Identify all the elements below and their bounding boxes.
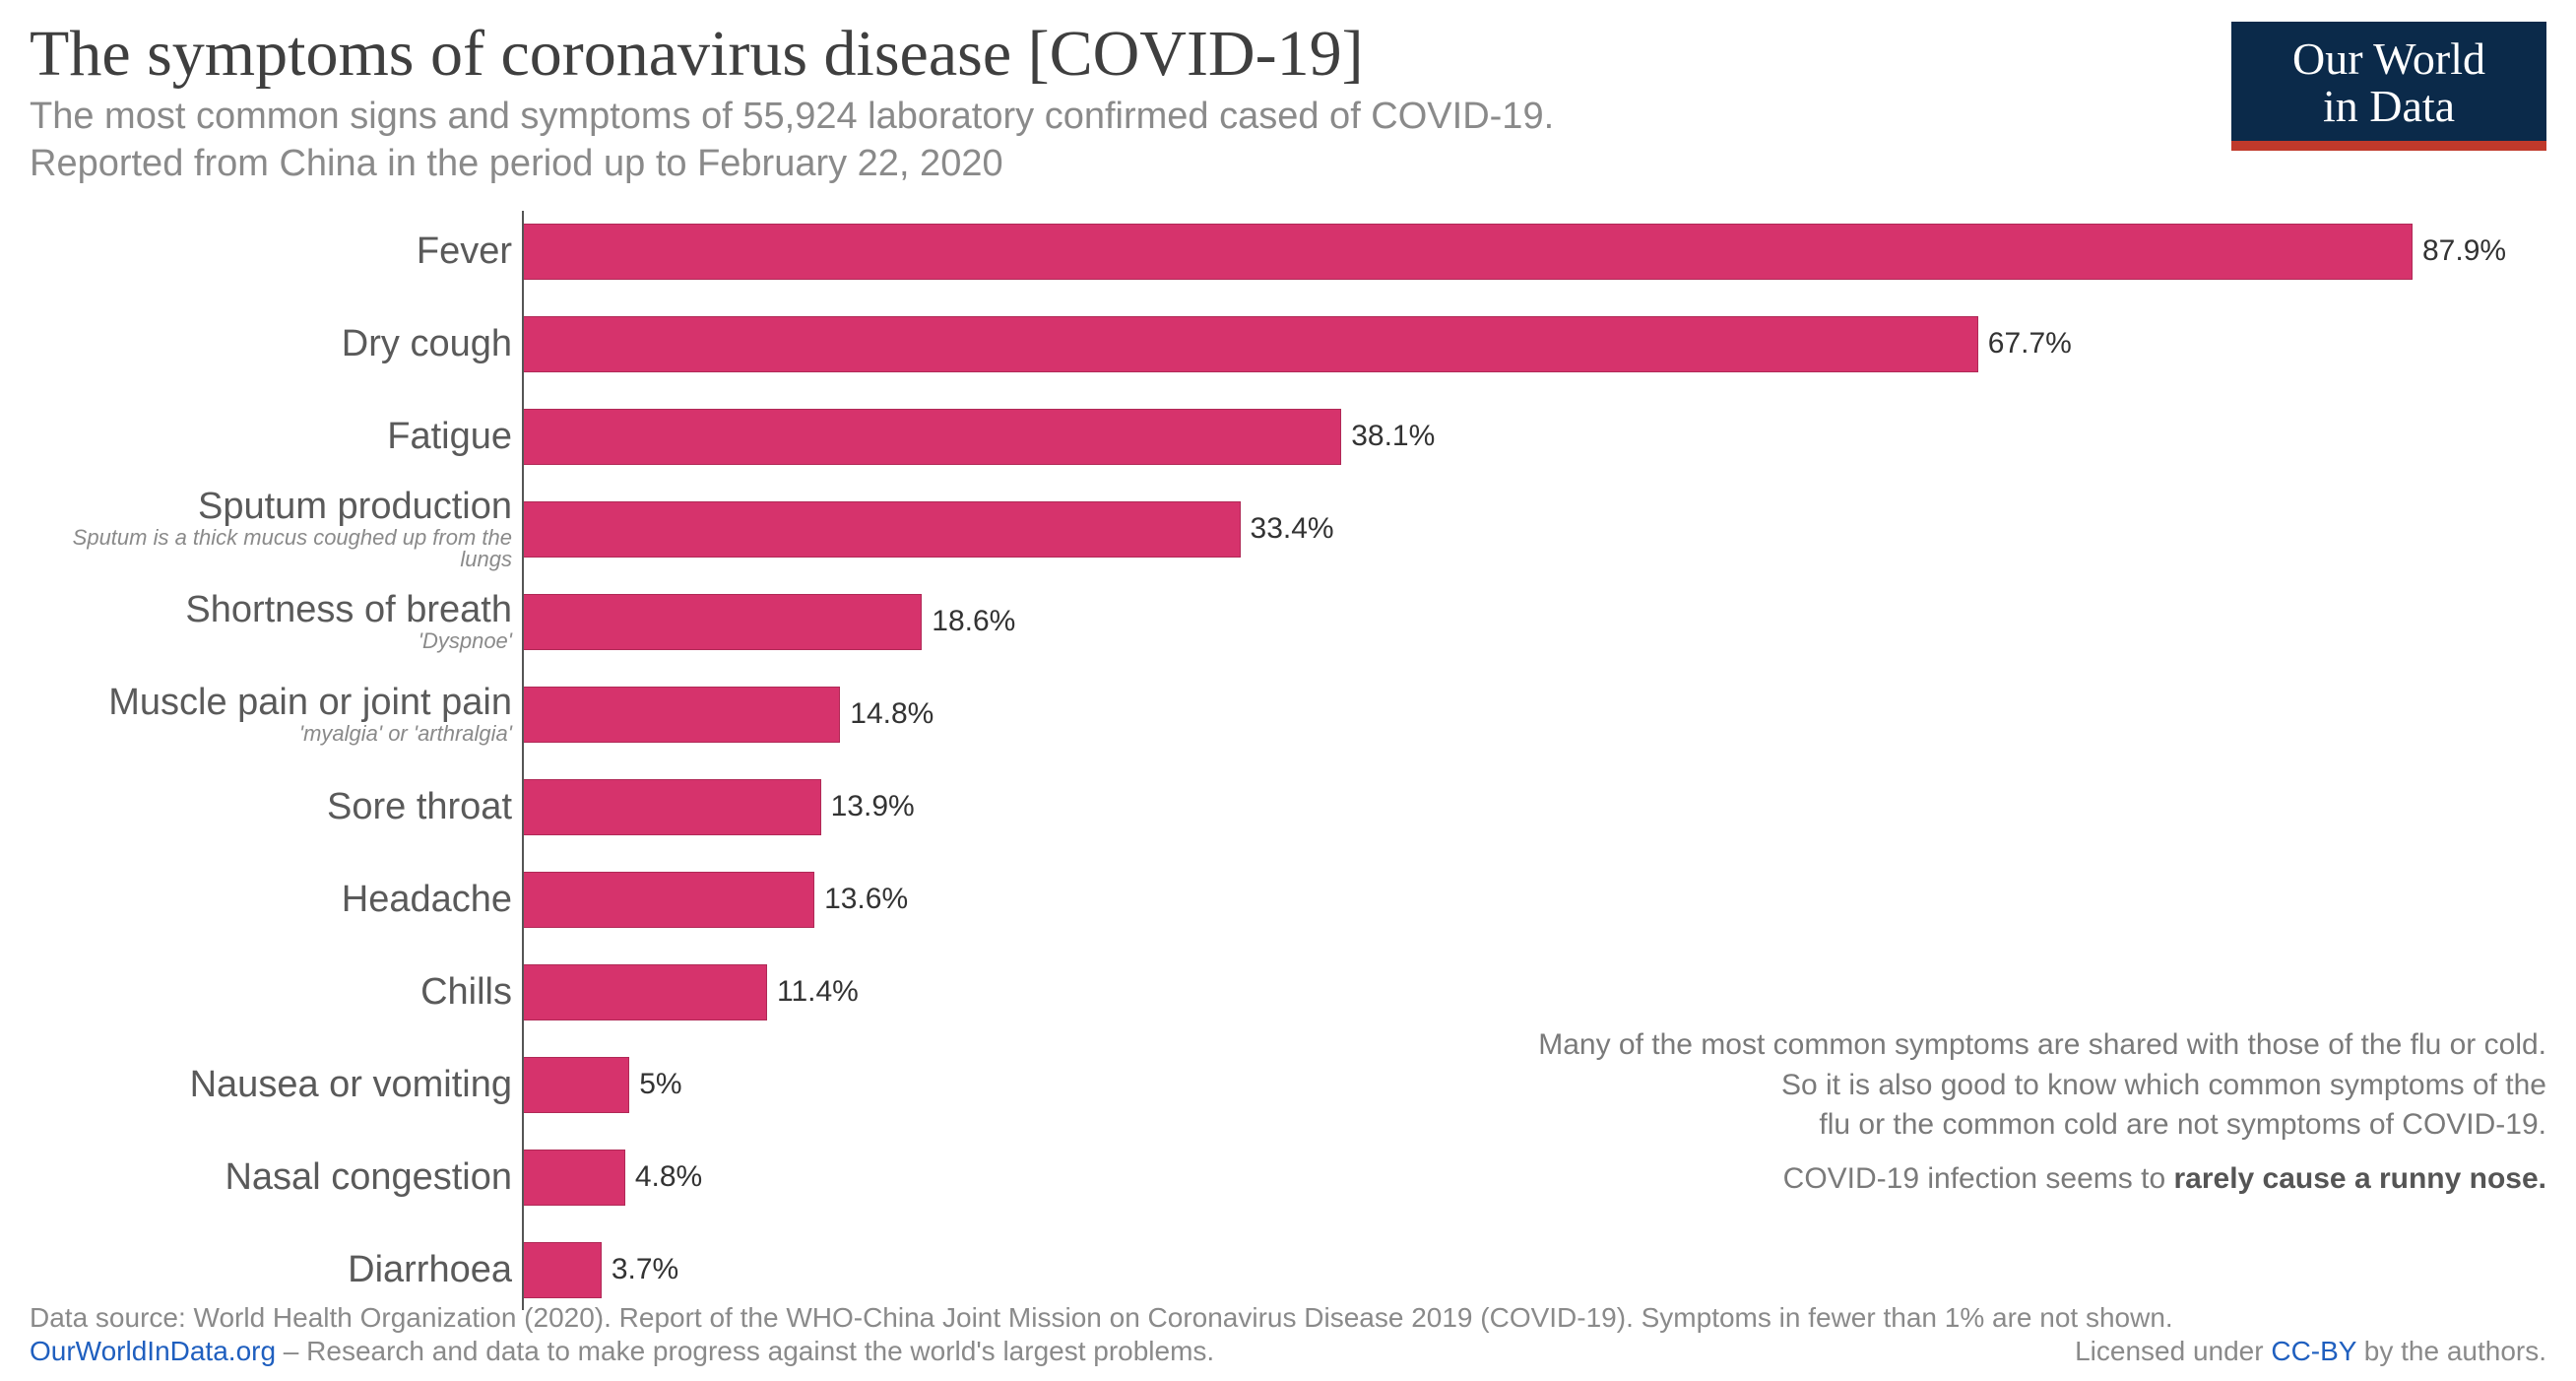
category-label-text: Diarrhoea bbox=[348, 1251, 512, 1288]
bar-cell: 3.7% bbox=[522, 1242, 2531, 1298]
category-label: Fever bbox=[30, 232, 522, 270]
annotation-line-4: COVID-19 infection seems to rarely cause… bbox=[1538, 1159, 2546, 1200]
chart-subtitle: The most common signs and symptoms of 55… bbox=[30, 94, 2231, 187]
category-label: Nausea or vomiting bbox=[30, 1066, 522, 1103]
category-label-text: Fever bbox=[417, 232, 512, 270]
chart-row: Muscle pain or joint pain'myalgia' or 'a… bbox=[30, 674, 2531, 755]
category-label: Fatigue bbox=[30, 418, 522, 455]
category-label-text: Dry cough bbox=[342, 325, 512, 362]
bar bbox=[522, 964, 767, 1020]
footer: Data source: World Health Organization (… bbox=[30, 1302, 2546, 1367]
category-label: Sore throat bbox=[30, 788, 522, 825]
chart-row: Fever 87.9% bbox=[30, 211, 2531, 292]
bar bbox=[522, 224, 2413, 280]
page: The symptoms of coronavirus disease [COV… bbox=[0, 0, 2576, 1381]
annotation-line-2: So it is also good to know which common … bbox=[1538, 1066, 2546, 1106]
bar bbox=[522, 1242, 602, 1298]
header: The symptoms of coronavirus disease [COV… bbox=[30, 20, 2546, 187]
bar-cell: 11.4% bbox=[522, 964, 2531, 1020]
annotation-text: Many of the most common symptoms are sha… bbox=[1538, 1025, 2546, 1199]
footer-source: Data source: World Health Organization (… bbox=[30, 1302, 2546, 1334]
chart-title: The symptoms of coronavirus disease [COV… bbox=[30, 20, 2231, 88]
footer-bottom-row: OurWorldInData.org – Research and data t… bbox=[30, 1336, 2546, 1367]
annotation-prefix: COVID-19 infection seems to bbox=[1783, 1162, 2174, 1195]
owid-logo-underline bbox=[2231, 141, 2546, 151]
bar bbox=[522, 316, 1978, 372]
category-label: Nasal congestion bbox=[30, 1158, 522, 1196]
category-label: Shortness of breath'Dyspnoe' bbox=[30, 591, 522, 652]
y-axis-line bbox=[522, 211, 524, 1310]
footer-left: OurWorldInData.org – Research and data t… bbox=[30, 1336, 1214, 1367]
bar-cell: 67.7% bbox=[522, 316, 2531, 372]
category-label: Sputum productionSputum is a thick mucus… bbox=[30, 488, 522, 570]
value-label: 13.9% bbox=[831, 790, 915, 823]
bar bbox=[522, 872, 814, 928]
chart-row: Dry cough 67.7% bbox=[30, 303, 2531, 384]
bar bbox=[522, 687, 840, 743]
category-label-text: Sore throat bbox=[327, 788, 512, 825]
chart-row: Sore throat 13.9% bbox=[30, 766, 2531, 847]
value-label: 14.8% bbox=[850, 697, 934, 731]
category-label: Headache bbox=[30, 881, 522, 918]
category-label-text: Fatigue bbox=[387, 418, 512, 455]
owid-logo: Our World in Data bbox=[2231, 20, 2546, 151]
category-label-text: Shortness of breath bbox=[185, 591, 512, 628]
category-label-text: Headache bbox=[342, 881, 512, 918]
bar-cell: 87.9% bbox=[522, 224, 2531, 280]
subtitle-line-2: Reported from China in the period up to … bbox=[30, 141, 2231, 188]
chart-row: Chills 11.4% bbox=[30, 952, 2531, 1032]
bar bbox=[522, 1150, 625, 1206]
value-label: 13.6% bbox=[824, 883, 908, 916]
bar-cell: 14.8% bbox=[522, 687, 2531, 743]
chart-row: Sputum productionSputum is a thick mucus… bbox=[30, 489, 2531, 569]
category-label-text: Muscle pain or joint pain bbox=[108, 684, 512, 721]
header-text: The symptoms of coronavirus disease [COV… bbox=[30, 20, 2231, 187]
chart-row: Shortness of breath'Dyspnoe' 18.6% bbox=[30, 581, 2531, 662]
value-label: 87.9% bbox=[2422, 234, 2506, 268]
bar bbox=[522, 1057, 629, 1113]
chart-row: Fatigue 38.1% bbox=[30, 396, 2531, 477]
category-label-text: Nasal congestion bbox=[225, 1158, 512, 1196]
value-label: 3.7% bbox=[612, 1253, 678, 1286]
value-label: 4.8% bbox=[635, 1160, 702, 1194]
bar-cell: 13.6% bbox=[522, 872, 2531, 928]
subtitle-line-1: The most common signs and symptoms of 55… bbox=[30, 94, 2231, 141]
footer-right: Licensed under CC-BY by the authors. bbox=[2075, 1336, 2546, 1367]
category-label-text: Sputum production bbox=[198, 488, 512, 525]
value-label: 18.6% bbox=[932, 605, 1015, 638]
annotation-line-1: Many of the most common symptoms are sha… bbox=[1538, 1025, 2546, 1066]
footer-tagline: – Research and data to make progress aga… bbox=[276, 1336, 1214, 1366]
license-suffix: by the authors. bbox=[2356, 1336, 2546, 1366]
bar bbox=[522, 409, 1341, 465]
bar bbox=[522, 594, 922, 650]
category-label: Dry cough bbox=[30, 325, 522, 362]
annotation-line-3: flu or the common cold are not symptoms … bbox=[1538, 1105, 2546, 1146]
category-sublabel: 'Dyspnoe' bbox=[419, 630, 512, 652]
chart-row: Headache 13.6% bbox=[30, 859, 2531, 940]
bar-cell: 13.9% bbox=[522, 779, 2531, 835]
annotation-strong: rarely cause a runny nose. bbox=[2173, 1162, 2546, 1195]
bar-cell: 18.6% bbox=[522, 594, 2531, 650]
owid-link[interactable]: OurWorldInData.org bbox=[30, 1336, 276, 1366]
license-link[interactable]: CC-BY bbox=[2271, 1336, 2356, 1366]
category-sublabel: Sputum is a thick mucus coughed up from … bbox=[30, 527, 512, 570]
category-sublabel: 'myalgia' or 'arthralgia' bbox=[299, 723, 512, 745]
value-label: 38.1% bbox=[1351, 420, 1435, 453]
bar-cell: 38.1% bbox=[522, 409, 2531, 465]
value-label: 11.4% bbox=[777, 975, 859, 1009]
category-label-text: Chills bbox=[420, 973, 512, 1011]
category-label: Diarrhoea bbox=[30, 1251, 522, 1288]
bar bbox=[522, 779, 821, 835]
value-label: 5% bbox=[639, 1068, 681, 1101]
value-label: 33.4% bbox=[1251, 512, 1334, 546]
bar-cell: 33.4% bbox=[522, 501, 2531, 558]
category-label: Chills bbox=[30, 973, 522, 1011]
category-label: Muscle pain or joint pain'myalgia' or 'a… bbox=[30, 684, 522, 745]
license-prefix: Licensed under bbox=[2075, 1336, 2271, 1366]
owid-logo-text: Our World in Data bbox=[2231, 22, 2546, 141]
value-label: 67.7% bbox=[1988, 327, 2072, 361]
category-label-text: Nausea or vomiting bbox=[190, 1066, 512, 1103]
chart-row: Diarrhoea 3.7% bbox=[30, 1229, 2531, 1310]
bar bbox=[522, 501, 1241, 558]
